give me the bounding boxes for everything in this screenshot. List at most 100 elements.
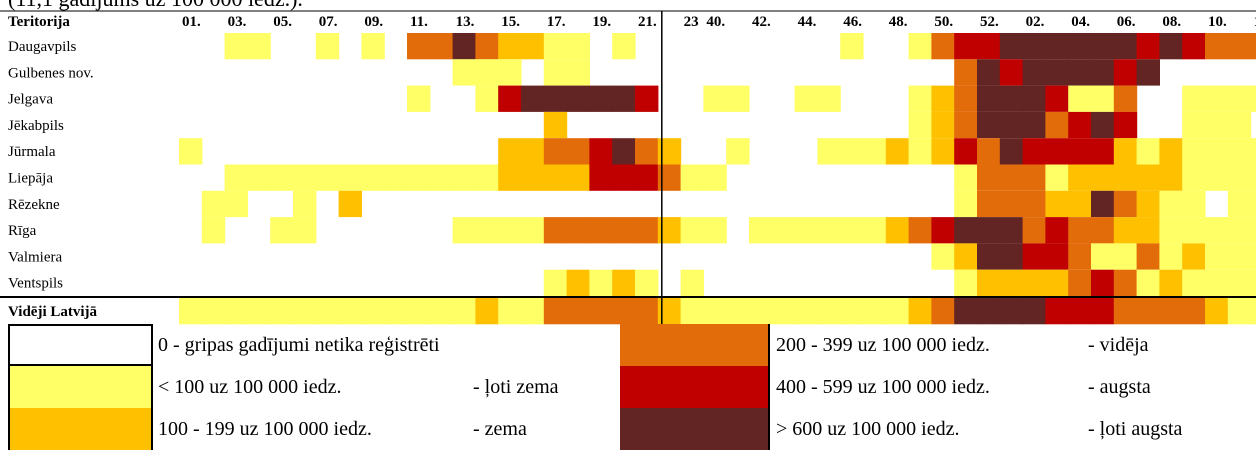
heatmap-cell <box>635 138 659 165</box>
heatmap-cell <box>498 85 522 112</box>
heatmap-cell <box>1022 269 1046 296</box>
heatmap-cell <box>1182 111 1206 139</box>
heatmap-cell <box>977 269 1001 296</box>
heatmap-cell <box>1227 138 1252 165</box>
page-caption: (11,1 gadījums uz 100 000 iedz.). <box>8 0 303 10</box>
heatmap-cell <box>1227 243 1252 270</box>
row-label: Liepāja <box>8 171 53 187</box>
heatmap-cell <box>1250 138 1256 165</box>
heatmap-cell <box>566 85 590 112</box>
heatmap-cell <box>1136 33 1160 60</box>
heatmap-cell <box>543 138 568 165</box>
heatmap-cell <box>224 164 248 191</box>
heatmap-cell <box>612 33 636 60</box>
heatmap-cell <box>931 138 955 165</box>
week-tick-label: 46. <box>843 14 862 30</box>
heatmap-cell <box>977 190 1001 218</box>
heatmap-cell <box>543 111 568 139</box>
heatmap-cell <box>1136 217 1160 244</box>
heatmap-cell <box>1022 33 1046 60</box>
week-tick-label: 50. <box>934 14 953 30</box>
heatmap-cell <box>452 164 476 191</box>
heatmap-cell <box>407 164 431 191</box>
heatmap-cell <box>954 85 978 112</box>
legend-level-label: - ļoti augsta <box>1088 418 1183 440</box>
heatmap-cell <box>863 217 887 244</box>
row-label: Daugavpils <box>8 39 76 55</box>
heatmap-cell <box>1045 217 1069 244</box>
heatmap-cell <box>315 33 340 60</box>
heatmap-cell <box>1205 85 1229 112</box>
heatmap-cell <box>863 138 887 165</box>
heatmap-cell <box>999 138 1024 165</box>
heatmap-cell <box>293 298 317 325</box>
heatmap-cell <box>543 59 568 86</box>
heatmap-cell <box>1022 190 1046 218</box>
heatmap-cell <box>1091 190 1115 218</box>
heatmap-cell <box>521 298 545 325</box>
heatmap-cell <box>498 298 522 325</box>
row-label: Jūrmala <box>8 144 56 160</box>
heatmap-cell <box>840 217 864 244</box>
heatmap-cell <box>977 164 1001 191</box>
heatmap-cell <box>977 217 1001 244</box>
heatmap-cell <box>1227 269 1252 296</box>
heatmap-cell <box>999 33 1024 60</box>
heatmap-cell <box>1045 111 1069 139</box>
heatmap-cell <box>1068 190 1092 218</box>
heatmap-cell <box>1091 85 1115 112</box>
heatmap-cell <box>452 298 476 325</box>
heatmap-cell <box>407 85 431 112</box>
heatmap-cell <box>1091 59 1115 86</box>
heatmap-cell <box>908 298 932 325</box>
heatmap-cell <box>1045 243 1069 270</box>
heatmap-cell <box>954 269 978 296</box>
heatmap-cell <box>794 217 818 244</box>
heatmap-cell <box>1159 217 1183 244</box>
heatmap-cell <box>1182 85 1206 112</box>
heatmap-cell <box>475 33 499 60</box>
row-label: Rēzekne <box>8 197 60 213</box>
heatmap-cell <box>1227 298 1252 325</box>
heatmap-cell <box>1113 243 1138 270</box>
heatmap-cell <box>885 217 910 244</box>
week-tick-label: 13. <box>456 14 475 30</box>
heatmap-cell <box>1159 138 1183 165</box>
heatmap-cell <box>224 190 248 218</box>
heatmap-cell <box>977 59 1001 86</box>
heatmap-cell <box>270 298 294 325</box>
row-label: Jēkabpils <box>8 118 64 134</box>
heatmap-cell <box>703 298 727 325</box>
heatmap-cell <box>1205 269 1229 296</box>
heatmap-cell <box>1136 298 1160 325</box>
heatmap-cell <box>1113 33 1138 60</box>
heatmap-cell <box>749 217 773 244</box>
heatmap-cell <box>338 164 362 191</box>
heatmap-cell <box>1182 269 1206 296</box>
heatmap-cell <box>498 217 522 244</box>
heatmap-cell <box>1022 111 1046 139</box>
heatmap-cell <box>703 85 727 112</box>
heatmap-cell <box>931 33 955 60</box>
heatmap-cell <box>1091 298 1115 325</box>
heatmap-cell <box>794 85 818 112</box>
week-tick-label: 03. <box>228 14 247 30</box>
heatmap-cell <box>1205 164 1229 191</box>
legend-level-label: - ļoti zema <box>473 376 559 398</box>
heatmap-cell <box>908 111 932 139</box>
heatmap-cell <box>543 85 568 112</box>
heatmap-cell <box>680 217 704 244</box>
row-label: Valmiera <box>8 249 62 265</box>
heatmap-cell <box>1068 85 1092 112</box>
heatmap-cell <box>999 243 1024 270</box>
heatmap-cell <box>1250 85 1256 112</box>
heatmap-cell <box>749 298 773 325</box>
heatmap-cell <box>247 164 271 191</box>
heatmap-cell <box>931 111 955 139</box>
week-tick-label: 10. <box>1208 14 1227 30</box>
heatmap-labels: Teritorija 01. 03. 05. 07. 09. 11. 13. 15. 17. 19.… <box>8 14 1256 320</box>
legend: 0 - gripas gadījumi netika reģistrēti < 1… <box>8 324 1256 450</box>
heatmap-cell <box>407 33 431 60</box>
heatmap-cell <box>635 164 659 191</box>
heatmap-cell <box>635 269 659 296</box>
